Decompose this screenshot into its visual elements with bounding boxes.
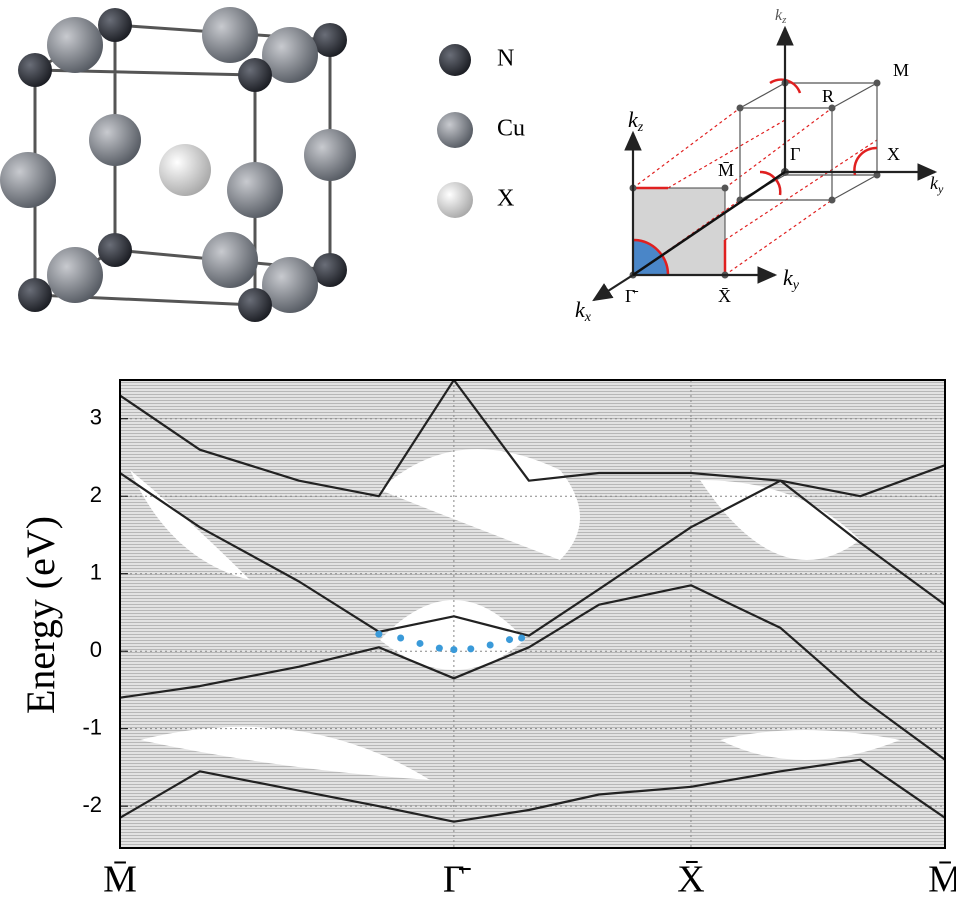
surface-state-point [467,645,475,653]
gap [380,449,580,560]
k: k [775,7,783,24]
surface-state-point [416,639,424,647]
k-sub: y [791,278,800,293]
x-tick-label: Γ̄ [443,859,471,901]
surface-state-point [435,644,443,652]
axis-k: kz [628,107,644,135]
brillouin-zone: M R Γ X M̄ Γ̄ X̄ kz ky kz ky kx [575,7,944,326]
y-axis-label: Energy (eV) [18,516,63,714]
legend-label: X [497,186,514,212]
surface-state-point [518,634,526,642]
legend-label: Cu [497,116,525,142]
band-line [120,464,945,637]
atoms [0,7,356,322]
gap [380,600,525,670]
band-plot [120,380,945,848]
atom-legend: N Cu X [437,44,525,218]
surface-state-point [486,641,494,649]
y-tick-label: 2 [90,482,102,507]
k: k [783,265,794,290]
axis-k: kx [575,297,592,325]
y-tick-label: 3 [90,405,102,430]
y-tick-label: 0 [90,637,102,662]
bz-label: R [822,86,834,106]
x-tick-label: M̄ [928,859,956,901]
k-sub: z [637,120,644,135]
gap [130,470,900,780]
bz-label: Γ̄ [625,286,638,306]
k: k [930,173,939,193]
y-tick-label: -2 [82,792,102,817]
plot-frame [119,379,946,849]
band-line [120,758,945,823]
bulk-projection [120,380,945,848]
clip-group [120,380,945,848]
k-sub: z [781,14,787,26]
surface-state-point [375,630,383,638]
axis-k: ky [783,265,800,293]
y-tick-label: -1 [82,714,102,739]
bz-label: X̄ [718,286,731,306]
bz-label: Γ [790,144,800,164]
x-tick-label: X̄ [677,859,704,901]
bz-label: X [887,144,900,164]
k: k [575,297,586,322]
axis-k: ky [930,173,944,196]
x-tick-label: M̄ [103,859,137,901]
surface-state-point [450,646,458,654]
bz-label: M̄ [718,160,734,180]
legend-label: N [497,46,514,72]
axis-k: kz [775,7,787,26]
bz-label: M [893,60,909,80]
band-line [120,380,945,606]
surface-state-point [506,636,514,644]
band-line [120,584,945,761]
k-sub: y [937,182,944,196]
surface-state-point [397,634,405,642]
y-tick-label: 1 [90,560,102,585]
k: k [628,107,639,132]
k-sub: x [584,310,592,325]
